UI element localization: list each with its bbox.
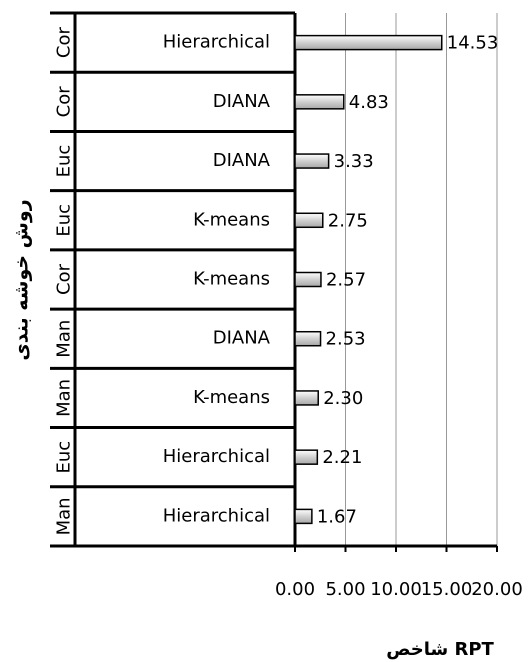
category-label: K-means — [193, 269, 270, 290]
group-label: Euc — [54, 145, 75, 178]
value-label: 2.57 — [326, 270, 366, 291]
group-label: Man — [54, 320, 75, 358]
bar — [294, 271, 322, 288]
x-tick-label: 20.00 — [471, 579, 523, 600]
x-tick-label: 10.00 — [370, 579, 422, 600]
y-axis-title: روش خوشه بندی — [11, 199, 33, 360]
category-label: DIANA — [213, 150, 271, 171]
value-label: 2.75 — [328, 210, 368, 231]
x-tick-label: 15.00 — [421, 579, 473, 600]
bar — [294, 34, 443, 51]
category-label: K-means — [193, 209, 270, 230]
bar — [294, 94, 345, 110]
group-label: Man — [54, 497, 75, 535]
category-label: K-means — [193, 387, 270, 408]
bar — [294, 330, 322, 347]
group-label: Euc — [54, 204, 75, 237]
x-axis-title: شاخص RPT — [386, 639, 494, 660]
value-label: 2.21 — [322, 447, 362, 468]
bar — [294, 153, 330, 169]
bar — [294, 508, 313, 525]
group-label: Man — [54, 379, 75, 417]
category-label: Hierarchical — [163, 505, 270, 526]
category-label: Hierarchical — [163, 32, 270, 53]
category-label: Hierarchical — [163, 446, 270, 467]
bar — [294, 212, 324, 229]
value-label: 2.30 — [323, 388, 363, 409]
bar — [294, 449, 319, 465]
category-label: DIANA — [213, 328, 271, 349]
group-label: Cor — [54, 86, 75, 118]
group-label: Cor — [54, 263, 75, 295]
value-label: 4.83 — [349, 92, 389, 113]
group-label: Euc — [54, 441, 75, 474]
value-label: 2.53 — [326, 329, 366, 350]
category-label: DIANA — [213, 91, 271, 112]
value-label: 1.67 — [317, 506, 357, 527]
value-label: 3.33 — [334, 151, 374, 172]
x-tick-label: 5.00 — [325, 579, 365, 600]
value-label: 14.53 — [447, 33, 499, 54]
bar — [294, 390, 319, 406]
x-tick-label: 0.00 — [275, 579, 315, 600]
group-label: Cor — [54, 27, 75, 59]
